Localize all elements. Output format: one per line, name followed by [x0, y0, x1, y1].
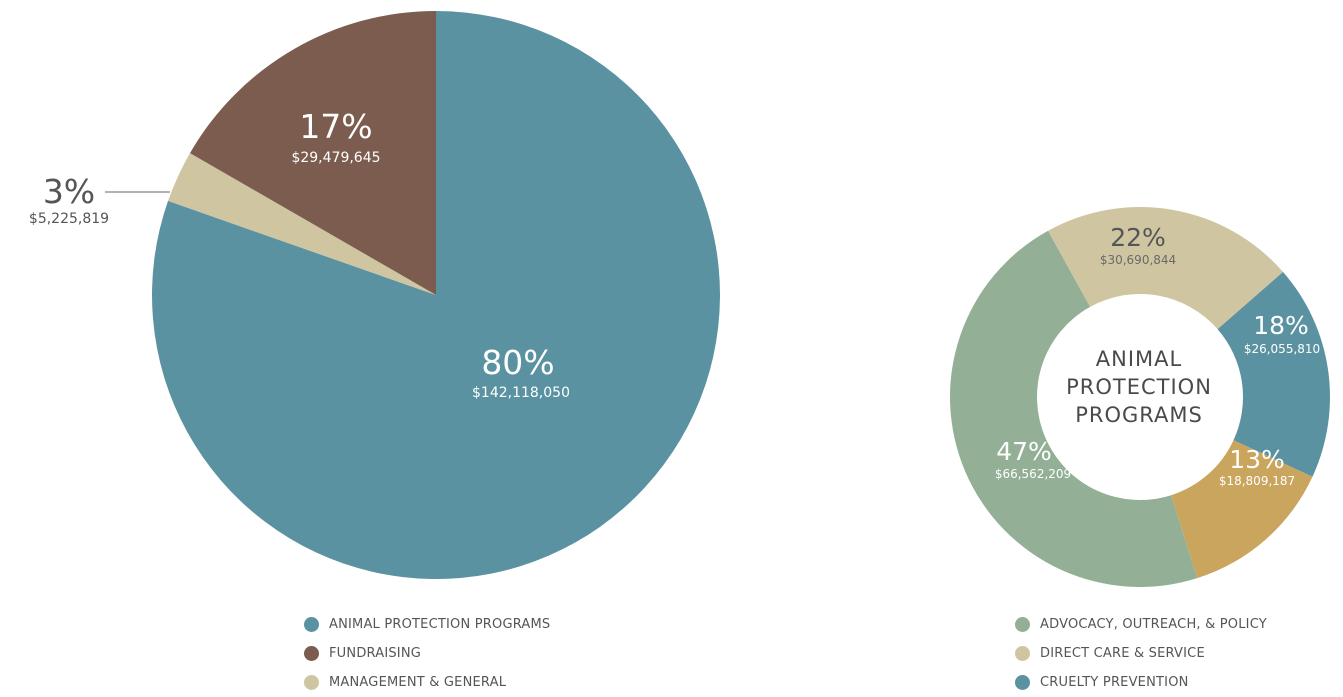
- slice-gold: [1171, 440, 1313, 579]
- legend-programs: ADVOCACY, OUTREACH, & POLICY DIRECT CARE…: [1015, 610, 1267, 697]
- label-percent-fundraising: 17%: [299, 107, 372, 146]
- legend-item-management: MANAGEMENT & GENERAL: [304, 668, 550, 697]
- legend-item-advocacy: ADVOCACY, OUTREACH, & POLICY: [1015, 610, 1267, 639]
- label-percent-gold: 13%: [1229, 445, 1285, 474]
- label-percent-advocacy: 47%: [996, 437, 1052, 466]
- legend-dot-icon: [1015, 617, 1030, 632]
- donut-center-label-line2: PROTECTION: [1066, 375, 1212, 399]
- legend-label: FUNDRAISING: [329, 646, 422, 661]
- donut-center-label-line3: PROGRAMS: [1075, 403, 1203, 427]
- label-percent-animal-protection: 80%: [481, 343, 554, 382]
- legend-label: MANAGEMENT & GENERAL: [329, 675, 507, 690]
- slice-advocacy-outreach-policy: [949, 230, 1198, 588]
- legend-item-cruelty-prevention: CRUELTY PREVENTION: [1015, 668, 1267, 697]
- slice-cruelty-prevention: [1217, 271, 1330, 477]
- legend-dot-icon: [304, 646, 319, 661]
- label-amount-fundraising: $29,479,645: [291, 150, 380, 166]
- label-percent-cruelty-prevention: 18%: [1253, 311, 1309, 340]
- slice-fundraising: [190, 11, 436, 295]
- label-percent-management: 3%: [43, 172, 95, 211]
- label-amount-gold: $18,809,187: [1219, 474, 1295, 488]
- legend-dot-icon: [304, 617, 319, 632]
- label-percent-direct-care: 22%: [1110, 223, 1166, 252]
- slice-management-general: [168, 153, 437, 295]
- pie-chart-expenses: 80% $142,118,050 17% $29,479,645 3% $5,2…: [29, 11, 721, 579]
- donut-center-label-line1: ANIMAL: [1096, 347, 1182, 371]
- label-amount-cruelty-prevention: $26,055,810: [1244, 342, 1320, 356]
- legend-dot-icon: [1015, 675, 1030, 690]
- label-amount-management: $5,225,819: [29, 211, 109, 227]
- donut-chart-programs: ANIMAL PROTECTION PROGRAMS 22% $30,690,8…: [949, 207, 1330, 588]
- slice-direct-care-service: [1048, 207, 1283, 330]
- legend-label: DIRECT CARE & SERVICE: [1040, 646, 1205, 661]
- legend-dot-icon: [304, 675, 319, 690]
- label-amount-advocacy: $66,562,209: [995, 467, 1071, 481]
- legend-expenses: ANIMAL PROTECTION PROGRAMS FUNDRAISING M…: [304, 610, 550, 697]
- legend-label: ANIMAL PROTECTION PROGRAMS: [329, 617, 551, 632]
- legend-label: CRUELTY PREVENTION: [1040, 675, 1189, 690]
- legend-item-direct-care: DIRECT CARE & SERVICE: [1015, 639, 1267, 668]
- label-amount-animal-protection: $142,118,050: [472, 385, 570, 401]
- legend-item-fundraising: FUNDRAISING: [304, 639, 550, 668]
- legend-dot-icon: [1015, 646, 1030, 661]
- legend-item-animal-protection: ANIMAL PROTECTION PROGRAMS: [304, 610, 550, 639]
- label-amount-direct-care: $30,690,844: [1100, 253, 1176, 267]
- legend-label: ADVOCACY, OUTREACH, & POLICY: [1040, 617, 1267, 632]
